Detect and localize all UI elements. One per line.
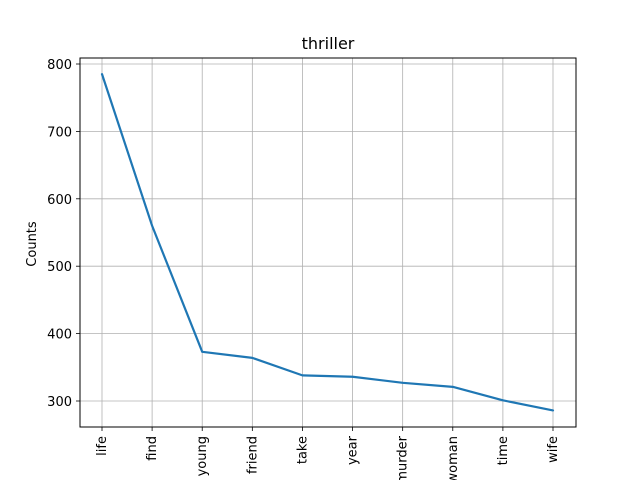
y-axis-label: Counts (25, 221, 40, 267)
y-tick-label: 800 (47, 58, 72, 73)
grid-layer (80, 58, 576, 427)
y-tick-label: 700 (47, 125, 72, 140)
x-tick-label: murder (396, 435, 411, 480)
x-tick-label: time (496, 436, 511, 465)
plot-frame (79, 57, 577, 428)
chart-title: thriller (302, 34, 355, 53)
series-line (100, 73, 555, 412)
x-tick-label: young (195, 436, 210, 476)
x-tick-label: life (95, 436, 110, 456)
x-tick-label: take (295, 436, 310, 464)
x-tick-label: friend (245, 436, 260, 474)
series-layer (100, 73, 555, 412)
ticks-layer: life find young friend take year murder woman ti… (47, 58, 561, 480)
y-tick-label: 400 (47, 328, 72, 343)
y-tick-label: 300 (47, 395, 72, 410)
x-tick-label: woman (446, 436, 461, 480)
x-tick-label: year (346, 435, 361, 465)
x-tick-label: find (145, 436, 160, 461)
x-tick-label: wife (546, 436, 561, 463)
y-tick-label: 500 (47, 260, 72, 275)
y-tick-label: 600 (47, 193, 72, 208)
